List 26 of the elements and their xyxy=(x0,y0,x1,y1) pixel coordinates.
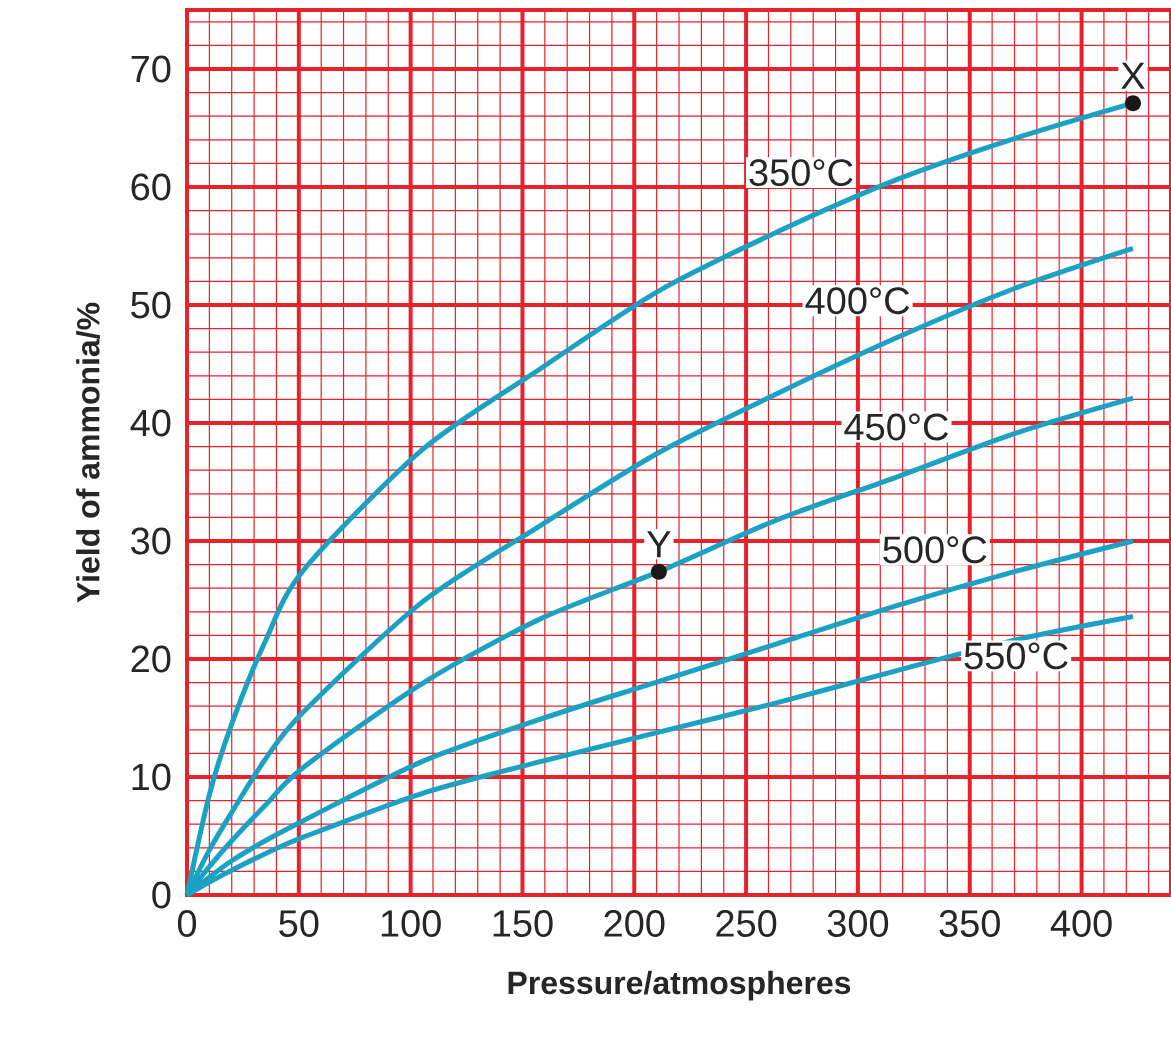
y-axis-title: Yield of ammonia/% xyxy=(76,302,100,603)
x-tick-label: 250 xyxy=(716,910,777,937)
series-label: 350°C xyxy=(749,159,853,187)
y-tick-label: 10 xyxy=(132,763,171,791)
x-tick-label: 0 xyxy=(177,910,197,937)
x-tick-label: 150 xyxy=(493,910,553,937)
y-tick-label: 20 xyxy=(131,645,171,673)
y-tick-label: 0 xyxy=(152,881,171,909)
annotation: X xyxy=(1121,62,1145,89)
x-tick-label: 350 xyxy=(939,910,1000,937)
y-tick-label: 60 xyxy=(131,173,171,201)
y-tick-label: 30 xyxy=(131,527,171,555)
y-tick-label: 40 xyxy=(130,409,171,437)
y-tick-label: 70 xyxy=(131,55,171,83)
x-tick-label: 50 xyxy=(279,910,319,937)
x-tick-label: 100 xyxy=(381,910,441,937)
series-label: 450°C xyxy=(844,413,949,441)
series-label: 400°C xyxy=(805,287,910,315)
annotation: Y xyxy=(647,531,671,558)
x-tick-label: 200 xyxy=(604,910,665,937)
x-tick-label: 400 xyxy=(1050,910,1112,937)
y-tick-label: 50 xyxy=(131,291,171,319)
x-tick-label: 300 xyxy=(827,910,889,937)
series-label: 550°C xyxy=(964,642,1068,670)
x-axis-title: Pressure/atmospheres xyxy=(508,970,851,1001)
series-label: 500°C xyxy=(883,536,987,564)
